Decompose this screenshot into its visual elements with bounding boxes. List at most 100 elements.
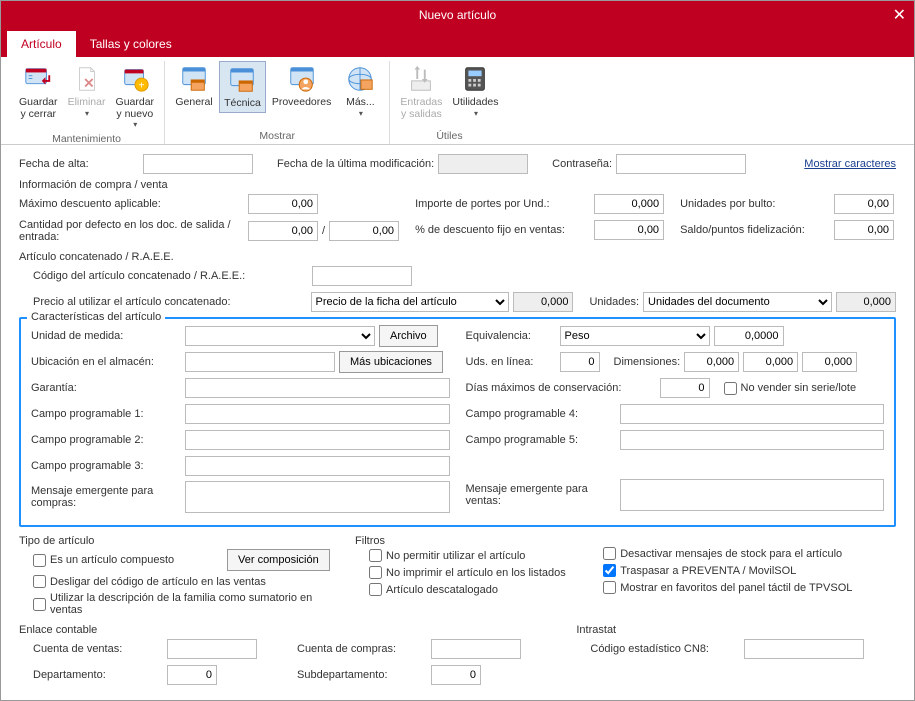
- mas-ubicaciones-button[interactable]: Más ubicaciones: [339, 351, 443, 373]
- ver-composicion-button[interactable]: Ver composición: [227, 549, 330, 571]
- precio-util-select[interactable]: Precio de la ficha del artículo: [311, 292, 510, 312]
- dim3-input[interactable]: [802, 352, 857, 372]
- campo5-input[interactable]: [620, 430, 885, 450]
- proveedores-label: Proveedores: [272, 97, 332, 109]
- section-compra-venta: Información de compra / venta: [19, 179, 896, 191]
- tab-bar: Artículo Tallas y colores: [1, 29, 914, 57]
- traspasar-checkbox[interactable]: [603, 564, 616, 577]
- fecha-alta-input[interactable]: [143, 154, 253, 174]
- msg-compras-label: Mensaje emergente para compras:: [31, 485, 181, 509]
- no-vender-label: No vender sin serie/lote: [741, 382, 857, 394]
- chevron-down-icon: ▾: [85, 109, 89, 118]
- contrasena-input[interactable]: [616, 154, 746, 174]
- dim2-input[interactable]: [743, 352, 798, 372]
- chevron-down-icon: ▾: [359, 109, 363, 118]
- proveedores-button[interactable]: Proveedores: [268, 61, 336, 111]
- campo1-input[interactable]: [185, 404, 450, 424]
- group-title-mantenimiento: Mantenimiento: [52, 131, 121, 147]
- descatalogado-checkbox[interactable]: [369, 583, 382, 596]
- close-icon[interactable]: ✕: [893, 5, 906, 25]
- codigo-cn8-label: Código estadístico CN8:: [590, 643, 740, 655]
- fecha-mod-input: [438, 154, 528, 174]
- equiv-select[interactable]: Peso: [560, 326, 710, 346]
- und-bulto-input[interactable]: [834, 194, 894, 214]
- msg-compras-input[interactable]: [185, 481, 450, 513]
- tecnica-label: Técnica: [224, 98, 261, 110]
- desactivar-stock-checkbox[interactable]: [603, 547, 616, 560]
- section-concat: Artículo concatenado / R.A.E.E.: [19, 251, 896, 263]
- ubicacion-input[interactable]: [185, 352, 335, 372]
- chevron-down-icon: ▾: [133, 120, 137, 129]
- utilidades-button[interactable]: Utilidades ▾: [448, 61, 502, 120]
- general-button[interactable]: General: [171, 61, 217, 111]
- cant-entrada-input[interactable]: [329, 221, 399, 241]
- campo1-label: Campo programable 1:: [31, 408, 181, 420]
- fecha-mod-label: Fecha de la última modificación:: [277, 158, 434, 170]
- campo2-input[interactable]: [185, 430, 450, 450]
- campo5-label: Campo programable 5:: [466, 434, 616, 446]
- utilizar-desc-checkbox[interactable]: [33, 598, 46, 611]
- campo4-input[interactable]: [620, 404, 885, 424]
- unidad-medida-select[interactable]: [185, 326, 375, 346]
- desc-fijo-label: % de descuento fijo en ventas:: [415, 224, 590, 236]
- subdep-input[interactable]: [431, 665, 481, 685]
- compuesto-checkbox[interactable]: [33, 554, 46, 567]
- ubicacion-label: Ubicación en el almacén:: [31, 356, 181, 368]
- general-label: General: [175, 97, 212, 109]
- garantia-label: Garantía:: [31, 382, 181, 394]
- dias-max-input[interactable]: [660, 378, 710, 398]
- group-title-mostrar: Mostrar: [259, 128, 295, 144]
- save-close-icon: [22, 63, 54, 95]
- desligar-checkbox[interactable]: [33, 575, 46, 588]
- campo3-label: Campo programable 3:: [31, 460, 181, 472]
- importe-portes-input[interactable]: [594, 194, 664, 214]
- eliminar-button[interactable]: Eliminar ▾: [64, 61, 110, 120]
- guardar-nuevo-button[interactable]: + Guardary nuevo ▾: [112, 61, 159, 131]
- garantia-input[interactable]: [185, 378, 450, 398]
- no-permitir-checkbox[interactable]: [369, 549, 382, 562]
- und-bulto-label: Unidades por bulto:: [680, 198, 830, 210]
- entradas-label: Entradasy salidas: [400, 97, 442, 120]
- cuenta-compras-input[interactable]: [431, 639, 521, 659]
- uds-linea-input[interactable]: [560, 352, 600, 372]
- section-tipo: Tipo de artículo: [19, 535, 341, 547]
- dimensiones-label: Dimensiones:: [614, 356, 681, 368]
- tab-articulo[interactable]: Artículo: [7, 31, 76, 57]
- proveedores-icon: [286, 63, 318, 95]
- tecnica-button[interactable]: Técnica: [219, 61, 266, 113]
- entradas-salidas-button[interactable]: Entradasy salidas: [396, 61, 446, 122]
- mostrar-caracteres-link[interactable]: Mostrar caracteres: [804, 158, 896, 170]
- general-icon: [178, 63, 210, 95]
- saldo-fid-input[interactable]: [834, 220, 894, 240]
- equiv-val-input[interactable]: [714, 326, 784, 346]
- group-title-utiles: Útiles: [436, 128, 462, 144]
- desactivar-stock-label: Desactivar mensajes de stock para el art…: [620, 548, 842, 560]
- desc-fijo-input[interactable]: [594, 220, 664, 240]
- cant-salida-input[interactable]: [248, 221, 318, 241]
- codigo-cn8-input[interactable]: [744, 639, 864, 659]
- campo3-input[interactable]: [185, 456, 450, 476]
- unidades-select[interactable]: Unidades del documento: [643, 292, 832, 312]
- archivo-button[interactable]: Archivo: [379, 325, 438, 347]
- mas-button[interactable]: Más... ▾: [337, 61, 383, 120]
- equiv-label: Equivalencia:: [466, 330, 556, 342]
- no-vender-checkbox[interactable]: [724, 382, 737, 395]
- guardar-cerrar-button[interactable]: Guardary cerrar: [15, 61, 62, 122]
- mostrar-fav-checkbox[interactable]: [603, 581, 616, 594]
- dim1-input[interactable]: [684, 352, 739, 372]
- subdep-label: Subdepartamento:: [297, 669, 427, 681]
- codigo-concat-label: Código del artículo concatenado / R.A.E.…: [33, 270, 308, 282]
- departamento-input[interactable]: [167, 665, 217, 685]
- utilizar-desc-label: Utilizar la descripción de la familia co…: [50, 592, 341, 616]
- max-desc-input[interactable]: [248, 194, 318, 214]
- svg-text:+: +: [138, 80, 144, 91]
- ribbon-group-mostrar: General Técnica Proveedores Más... ▾: [165, 61, 390, 144]
- no-permitir-label: No permitir utilizar el artículo: [386, 550, 525, 562]
- no-imprimir-checkbox[interactable]: [369, 566, 382, 579]
- descatalogado-label: Artículo descatalogado: [386, 584, 498, 596]
- tab-tallas[interactable]: Tallas y colores: [76, 31, 186, 57]
- cant-defecto-label: Cantidad por defecto en los doc. de sali…: [19, 219, 244, 243]
- msg-ventas-input[interactable]: [620, 479, 885, 511]
- cuenta-ventas-input[interactable]: [167, 639, 257, 659]
- codigo-concat-input[interactable]: [312, 266, 412, 286]
